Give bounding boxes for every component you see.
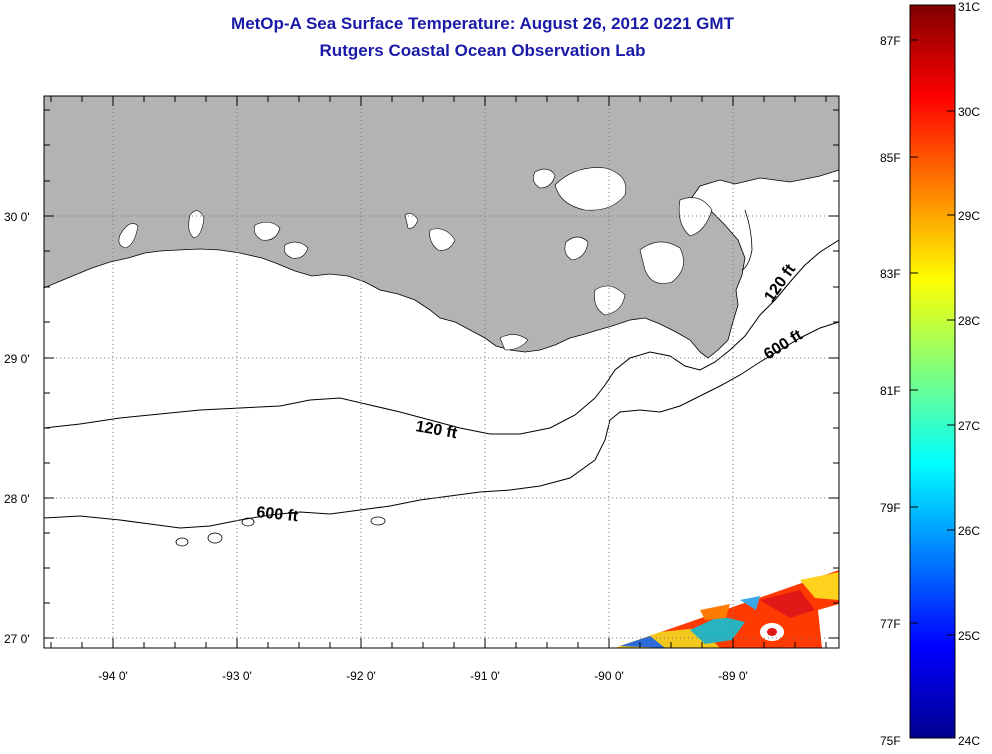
colorbar-f-label: 77F xyxy=(880,617,901,631)
contour-600ft xyxy=(44,321,839,529)
colorbar xyxy=(909,4,956,739)
colorbar-c-label: 26C xyxy=(958,524,980,538)
contour-ring xyxy=(370,516,386,526)
sst-swath xyxy=(615,570,839,648)
contour-ring xyxy=(241,517,255,527)
contour-ring xyxy=(207,532,223,544)
lake-calcasieu xyxy=(118,223,139,249)
lon-tick-label: -94 0' xyxy=(98,669,128,683)
lake xyxy=(429,228,456,251)
colorbar-c-label: 27C xyxy=(958,419,980,433)
lat-tick-label: 28 0' xyxy=(4,492,30,506)
lon-tick-label: -89 0' xyxy=(718,669,748,683)
lake xyxy=(404,213,419,229)
y-axis-labels: 30 0' 29 0' 28 0' 27 0' xyxy=(4,210,30,646)
lon-tick-label: -92 0' xyxy=(346,669,376,683)
lake xyxy=(254,221,281,241)
lake xyxy=(188,210,205,239)
lon-tick-label: -93 0' xyxy=(222,669,252,683)
colorbar-c-label: 29C xyxy=(958,209,980,223)
lon-tick-label: -91 0' xyxy=(470,669,500,683)
delta-marsh xyxy=(594,285,626,316)
lat-tick-label: 27 0' xyxy=(4,632,30,646)
colorbar-c-label: 28C xyxy=(958,314,980,328)
colorbar-f-label: 75F xyxy=(880,734,901,748)
chart-subtitle: Rutgers Coastal Ocean Observation Lab xyxy=(319,41,646,60)
chandeleur-sound xyxy=(678,197,713,237)
delta-marsh xyxy=(499,334,529,351)
colorbar-c-label: 31C xyxy=(958,0,980,14)
x-axis-labels: -94 0' -93 0' -92 0' -91 0' -90 0' -89 0… xyxy=(98,669,748,683)
colorbar-f-label: 79F xyxy=(880,501,901,515)
axis-ticks xyxy=(44,96,839,648)
colorbar-c-labels: 31C 30C 29C 28C 27C 26C 25C 24C xyxy=(958,0,980,748)
lat-tick-label: 30 0' xyxy=(4,210,30,224)
contour-ring xyxy=(175,537,189,547)
map-frame xyxy=(43,95,840,649)
gridlines xyxy=(44,96,839,648)
colorbar-f-label: 81F xyxy=(880,384,901,398)
colorbar-f-labels: 87F 85F 83F 81F 79F 77F 75F xyxy=(880,34,901,748)
chart-title: MetOp-A Sea Surface Temperature: August … xyxy=(231,14,734,33)
lake-maurepas xyxy=(533,168,556,189)
contour-label-600ft: 600 ft xyxy=(256,504,300,525)
colorbar-c-label: 25C xyxy=(958,629,980,643)
colorbar-f-label: 87F xyxy=(880,34,901,48)
lon-tick-label: -90 0' xyxy=(594,669,624,683)
lake-pontchartrain xyxy=(554,167,627,211)
delta-marsh xyxy=(639,241,684,284)
lake xyxy=(564,236,589,261)
colorbar-ticks xyxy=(910,39,955,636)
colorbar-c-label: 24C xyxy=(958,734,980,748)
colorbar-f-label: 83F xyxy=(880,267,901,281)
contour-120ft xyxy=(44,239,839,435)
chandeleur-islands xyxy=(741,209,753,271)
lat-tick-label: 29 0' xyxy=(4,352,30,366)
lake xyxy=(284,241,309,259)
colorbar-f-label: 85F xyxy=(880,151,901,165)
colorbar-c-label: 30C xyxy=(958,105,980,119)
